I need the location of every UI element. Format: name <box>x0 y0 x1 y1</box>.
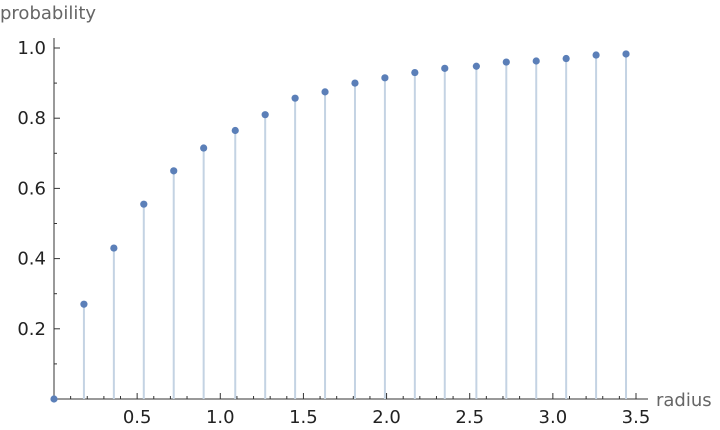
x-tick-label: 2.0 <box>372 407 401 428</box>
data-point <box>321 88 329 96</box>
data-point <box>532 57 540 65</box>
x-tick-label: 1.0 <box>206 407 235 428</box>
axes: 0.5 1.0 1.5 2.0 2.5 3.0 3.5 0.2 0.4 0.6 0.8 1.0 <box>17 38 650 428</box>
y-ticks: 0.2 0.4 0.6 0.8 1.0 <box>17 38 60 365</box>
data-point <box>351 79 359 87</box>
data-point <box>592 51 600 59</box>
y-tick-label: 0.2 <box>17 319 46 340</box>
x-tick-label: 1.5 <box>289 407 318 428</box>
x-tick-label: 3.0 <box>539 407 568 428</box>
x-ticks: 0.5 1.0 1.5 2.0 2.5 3.0 3.5 <box>70 393 651 428</box>
y-tick-label: 0.8 <box>17 108 46 129</box>
data-point <box>231 126 239 135</box>
data-point <box>472 62 480 70</box>
x-tick-label: 3.5 <box>622 407 651 428</box>
data-point <box>562 54 570 63</box>
data-point <box>200 144 208 152</box>
data-point <box>502 58 510 66</box>
data-point <box>381 74 389 82</box>
data-point <box>170 167 178 175</box>
data-point <box>80 300 88 308</box>
x-axis-label: radius <box>656 390 712 411</box>
data-point <box>441 64 449 72</box>
y-axis-label: probability <box>0 3 96 24</box>
y-tick-label: 1.0 <box>17 38 46 59</box>
data-point <box>110 244 118 252</box>
y-tick-label: 0.4 <box>17 249 46 270</box>
data-point <box>622 50 630 58</box>
points <box>50 50 630 403</box>
stems <box>82 53 628 399</box>
data-point <box>411 68 419 77</box>
y-tick-label: 0.6 <box>17 178 46 199</box>
x-tick-label: 2.5 <box>455 407 484 428</box>
data-point <box>140 200 148 208</box>
x-tick-label: 0.5 <box>123 407 152 428</box>
data-point <box>50 395 58 403</box>
data-point <box>291 94 299 102</box>
data-point <box>261 111 269 119</box>
